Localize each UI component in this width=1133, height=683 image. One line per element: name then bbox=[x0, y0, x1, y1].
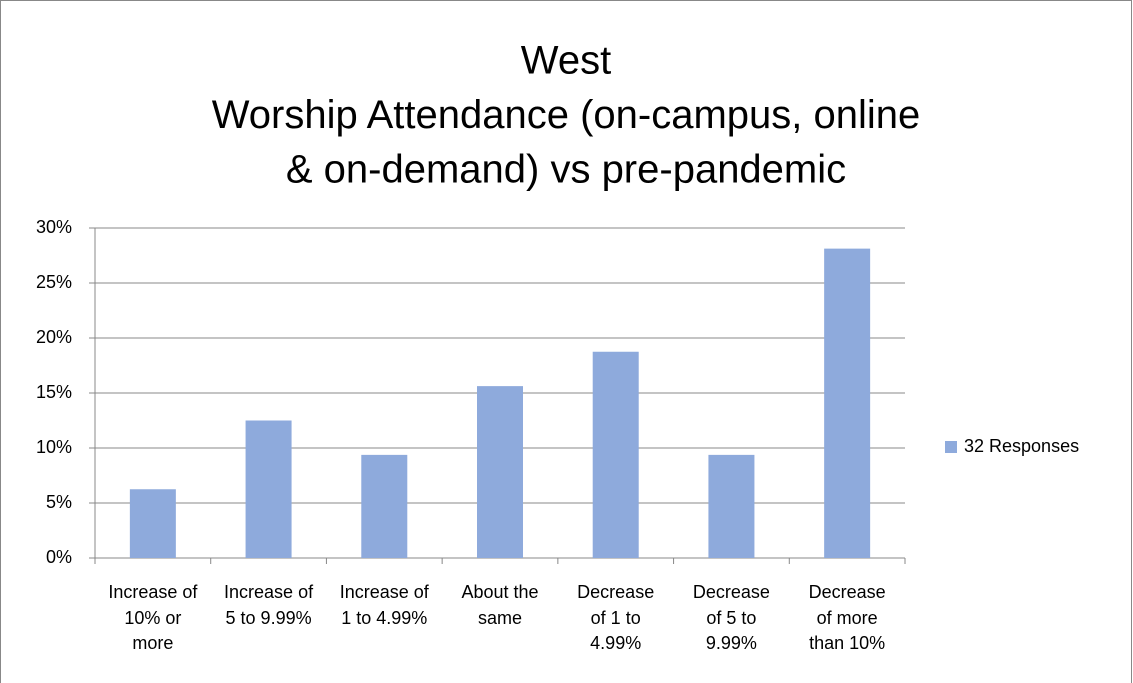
x-tick-label: Decrease of 5 to 9.99% bbox=[692, 582, 770, 653]
x-tick-label: Increase of 10% or more bbox=[108, 582, 198, 653]
y-tick-label: 30% bbox=[36, 217, 72, 237]
bar bbox=[477, 386, 523, 558]
legend-label: 32 Responses bbox=[964, 436, 1079, 456]
y-tick-label: 10% bbox=[36, 437, 72, 457]
x-tick-label: Increase of 5 to 9.99% bbox=[224, 582, 314, 628]
bar bbox=[592, 351, 639, 558]
x-tick-label: Decrease of more than 10% bbox=[808, 582, 886, 653]
bar bbox=[824, 248, 871, 558]
bar bbox=[708, 454, 755, 558]
chart-title: West bbox=[521, 39, 611, 83]
x-tick-label: Decrease of 1 to 4.99% bbox=[577, 582, 655, 653]
bar bbox=[129, 489, 176, 558]
y-tick-label: 0% bbox=[46, 547, 72, 567]
bar bbox=[245, 420, 292, 558]
y-tick-label: 20% bbox=[36, 327, 72, 347]
y-tick-label: 15% bbox=[36, 382, 72, 402]
y-tick-label: 5% bbox=[46, 492, 72, 512]
x-tick-label: Increase of 1 to 4.99% bbox=[339, 582, 429, 628]
chart-title: Worship Attendance (on-campus, online bbox=[212, 93, 921, 137]
y-tick-label: 25% bbox=[36, 272, 72, 292]
legend-swatch bbox=[945, 441, 957, 453]
x-tick-label: About the same bbox=[461, 582, 539, 628]
chart-title: & on-demand) vs pre-pandemic bbox=[286, 148, 846, 192]
bar bbox=[361, 454, 408, 558]
